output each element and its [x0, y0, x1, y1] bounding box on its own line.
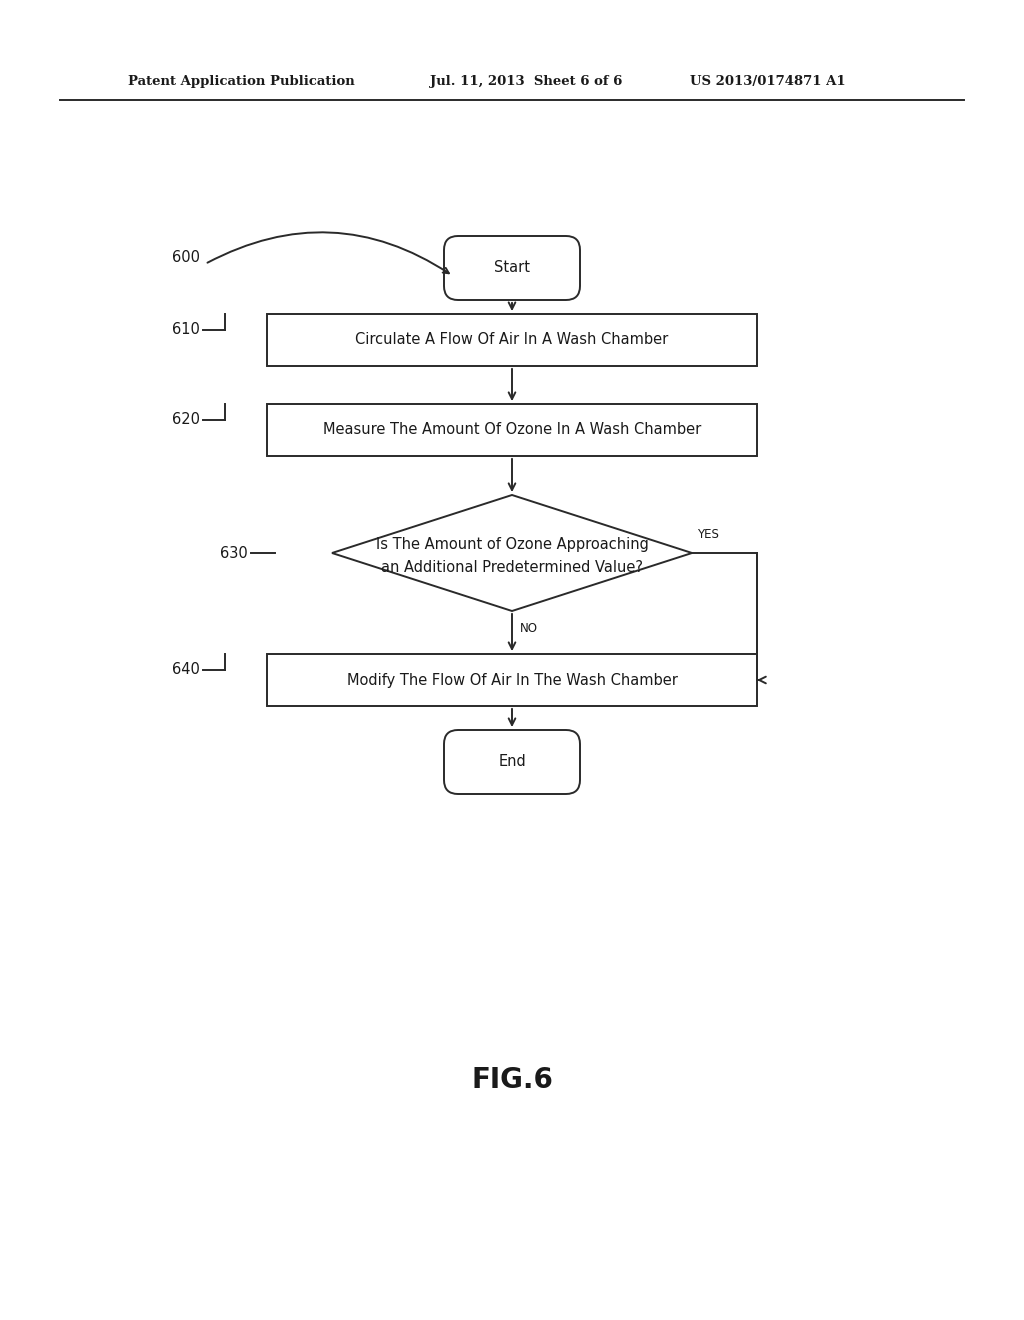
Bar [267, 653, 757, 706]
Text: End: End [498, 755, 526, 770]
FancyArrowPatch shape [208, 232, 449, 273]
Text: US 2013/0174871 A1: US 2013/0174871 A1 [690, 75, 846, 88]
Text: 630: 630 [220, 545, 248, 561]
Text: Measure The Amount Of Ozone In A Wash Chamber: Measure The Amount Of Ozone In A Wash Ch… [323, 422, 701, 437]
Text: Jul. 11, 2013  Sheet 6 of 6: Jul. 11, 2013 Sheet 6 of 6 [430, 75, 623, 88]
Text: 620: 620 [172, 412, 200, 428]
Text: FIG.6: FIG.6 [471, 1067, 553, 1094]
Text: NO: NO [520, 623, 538, 635]
FancyBboxPatch shape [444, 236, 580, 300]
Text: 610: 610 [172, 322, 200, 338]
Text: Modify The Flow Of Air In The Wash Chamber: Modify The Flow Of Air In The Wash Chamb… [346, 672, 678, 688]
Text: Circulate A Flow Of Air In A Wash Chamber: Circulate A Flow Of Air In A Wash Chambe… [355, 333, 669, 347]
Text: Is The Amount of Ozone Approaching: Is The Amount of Ozone Approaching [376, 537, 648, 553]
Text: 640: 640 [172, 663, 200, 677]
Text: an Additional Predetermined Value?: an Additional Predetermined Value? [381, 560, 643, 574]
FancyBboxPatch shape [444, 730, 580, 795]
Bar [267, 404, 757, 455]
Text: 600: 600 [172, 251, 200, 265]
Text: Patent Application Publication: Patent Application Publication [128, 75, 354, 88]
Polygon shape [332, 495, 692, 611]
Text: YES: YES [697, 528, 719, 541]
Text: Start: Start [494, 260, 530, 276]
Bar [267, 314, 757, 366]
